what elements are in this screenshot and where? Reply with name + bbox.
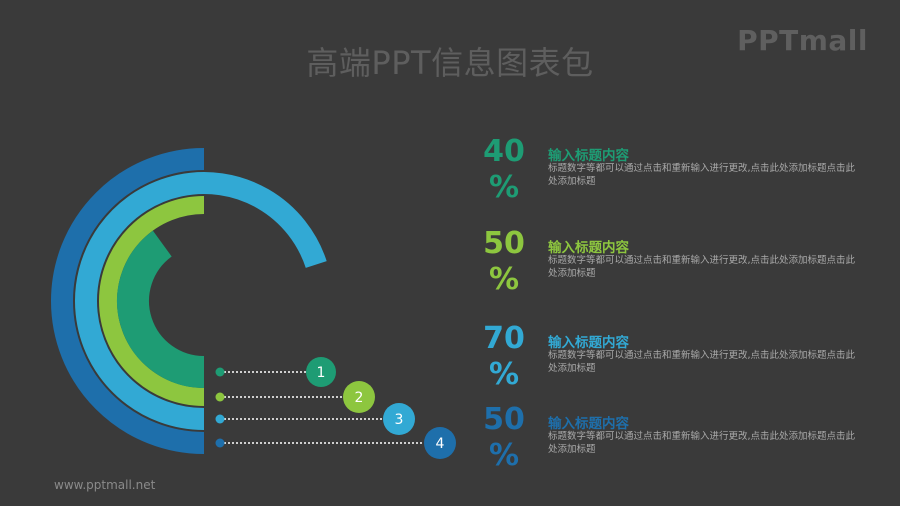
legend-item-2: 50% 输入标题内容 标题数字等都可以通过点击和重新输入进行更改,点击此处添加标…	[482, 226, 862, 306]
legend-item-1: 40% 输入标题内容 标题数字等都可以通过点击和重新输入进行更改,点击此处添加标…	[482, 134, 862, 214]
pptmall-logo: PPTmall	[737, 24, 868, 57]
leader-dot-4	[215, 438, 225, 448]
item-description: 标题数字等都可以通过点击和重新输入进行更改,点击此处添加标题点击此处添加标题	[548, 255, 856, 279]
marker-bubble-2	[343, 381, 375, 413]
percent-value: 50%	[483, 402, 525, 473]
percent-value: 50%	[483, 226, 525, 297]
page-title: 高端PPT信息图表包	[306, 44, 594, 82]
legend-item-4: 50% 输入标题内容 标题数字等都可以通过点击和重新输入进行更改,点击此处添加标…	[482, 402, 862, 482]
item-description: 标题数字等都可以通过点击和重新输入进行更改,点击此处添加标题点击此处添加标题	[548, 163, 856, 187]
marker-number-4: 4	[436, 436, 445, 452]
percent-value: 70%	[483, 321, 525, 392]
radial-bar-1	[117, 230, 205, 388]
legend-item-3: 70% 输入标题内容 标题数字等都可以通过点击和重新输入进行更改,点击此处添加标…	[482, 321, 862, 401]
item-description: 标题数字等都可以通过点击和重新输入进行更改,点击此处添加标题点击此处添加标题	[548, 350, 856, 374]
leader-dot-3	[215, 414, 225, 424]
marker-bubble-1	[306, 357, 336, 387]
item-description: 标题数字等都可以通过点击和重新输入进行更改,点击此处添加标题点击此处添加标题	[548, 431, 856, 455]
item-title: 输入标题内容	[548, 240, 629, 256]
marker-bubble-4	[424, 427, 456, 459]
radial-bar-3	[75, 172, 327, 430]
radial-bar-4	[51, 148, 205, 454]
item-title: 输入标题内容	[548, 148, 629, 164]
marker-number-1: 1	[317, 365, 326, 381]
leader-dot-1	[215, 367, 225, 377]
radial-bar-2	[99, 196, 205, 406]
marker-number-2: 2	[355, 390, 364, 406]
item-title: 输入标题内容	[548, 416, 629, 432]
item-title: 输入标题内容	[548, 335, 629, 351]
footer-url: www.pptmall.net	[54, 478, 156, 492]
marker-number-3: 3	[395, 412, 404, 428]
marker-bubble-3	[383, 403, 415, 435]
leader-dot-2	[215, 392, 225, 402]
percent-value: 40%	[483, 134, 525, 205]
